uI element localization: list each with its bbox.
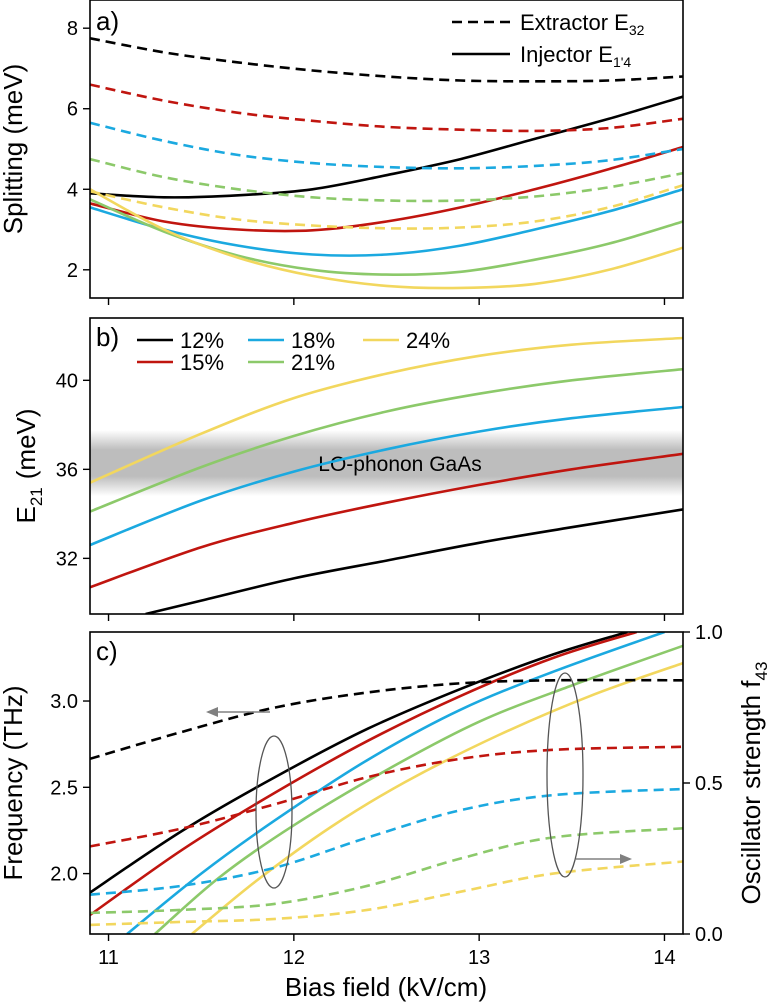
panel-c-y2label-main: Oscillator strength f	[736, 680, 766, 905]
series-b-12	[145, 508, 683, 614]
xtick-label-13: 13	[468, 947, 490, 969]
y2tick-label-0.5: 0.5	[695, 773, 723, 795]
panel-c-y2label: Oscillator strength f43	[736, 662, 771, 905]
panel-b-ylabel-unit: (meV)	[11, 408, 41, 479]
ellipse-frequency-group	[255, 735, 293, 889]
series-a-injector-15	[90, 145, 683, 233]
panel-b-ylabel: E21 (meV)	[11, 408, 46, 523]
panel-b-ylabel-sub: 21	[27, 487, 46, 506]
panel-a: 2 4 6 8 a) Splitting (meV) Extractor E32 In…	[0, 0, 684, 305]
ytick-label-b-36: 36	[56, 459, 78, 481]
panel-b-legend: 12% 15% 18% 21% 24%	[137, 328, 450, 375]
x-axis-title: Bias field (kV/cm)	[285, 972, 487, 1002]
legend-extractor-sub: 32	[629, 22, 645, 38]
ytick-label-c-2: 2.0	[50, 864, 78, 886]
panel-b-frame	[89, 317, 684, 615]
panel-c-ticks: 11 12 13 14 2.0 2.5 3.0 0.0 0.5 1.0	[50, 622, 723, 969]
panel-b-curves	[90, 336, 683, 614]
ytick-label-b-40: 40	[56, 370, 78, 392]
legend-24: 24%	[406, 328, 450, 353]
xtick-label-11: 11	[98, 947, 119, 969]
lo-phonon-band	[90, 430, 683, 496]
y2tick-label-1: 1.0	[695, 622, 723, 644]
series-a-injector-24	[90, 188, 683, 290]
series-c-oscillator-21	[90, 827, 683, 915]
ytick-label-c-3: 3.0	[50, 691, 78, 713]
legend-12: 12%	[180, 328, 224, 353]
panel-c-annotations	[206, 672, 632, 889]
series-c-frequency-24	[191, 661, 683, 934]
legend-18: 18%	[291, 328, 335, 353]
panel-a-legend: Extractor E32 Injector E1'4	[452, 10, 645, 70]
ytick-label-b-32: 32	[56, 548, 78, 570]
series-b-21	[90, 367, 683, 513]
panel-c-curves	[90, 632, 683, 934]
series-b-24	[90, 336, 683, 484]
ytick-label-a-6: 6	[67, 99, 78, 121]
legend-15: 15%	[180, 350, 224, 375]
legend-injector: Injector E1'4	[520, 42, 631, 70]
panel-b-label: b)	[96, 322, 119, 352]
series-a-extractor-12	[90, 37, 683, 83]
series-c-oscillator-15	[90, 745, 683, 848]
ytick-label-a-2: 2	[67, 260, 78, 282]
ytick-label-c-2.5: 2.5	[50, 777, 78, 799]
xtick-label-14: 14	[653, 947, 675, 969]
series-c-frequency-18	[126, 632, 665, 934]
series-b-18	[90, 405, 683, 547]
xtick-label-12: 12	[283, 947, 305, 969]
lo-phonon-label: LO-phonon GaAs	[318, 453, 481, 476]
legend-injector-text: Injector E	[520, 42, 613, 67]
legend-extractor: Extractor E32	[520, 10, 645, 38]
series-a-extractor-15	[90, 83, 683, 133]
panel-a-ticks: 2 4 6 8	[67, 18, 666, 305]
series-c-oscillator-24	[90, 860, 683, 927]
ytick-label-a-4: 4	[67, 179, 78, 201]
series-a-extractor-18	[90, 121, 683, 170]
panel-b-ticks: 32 36 40	[56, 370, 666, 621]
ellipse-oscillator-group	[546, 672, 584, 878]
panel-c-ylabel: Frequency (THz)	[0, 685, 28, 880]
panel-a-curves	[90, 37, 683, 290]
panel-c: 11 12 13 14 2.0 2.5 3.0 0.0 0.5 1.0 c) Frequency …	[0, 622, 771, 1002]
y2tick-label-0: 0.0	[695, 924, 723, 946]
series-c-oscillator-18	[90, 787, 683, 896]
panel-c-y2label-sub: 43	[752, 662, 771, 681]
series-c-frequency-21	[154, 644, 683, 934]
series-c-oscillator-12	[90, 678, 683, 761]
series-a-extractor-24	[90, 183, 683, 230]
legend-21: 21%	[291, 350, 335, 375]
ytick-label-a-8: 8	[67, 18, 78, 40]
panel-a-ylabel: Splitting (meV)	[0, 64, 28, 235]
panel-b-ylabel-main: E	[11, 506, 41, 523]
series-c-frequency-12	[90, 632, 628, 894]
panel-b: LO-phonon GaAs 32 36 40 b) E21 (meV) 12% 15…	[11, 317, 684, 621]
panel-c-label: c)	[96, 636, 118, 666]
series-a-extractor-21	[90, 157, 683, 203]
panel-a-frame	[89, 0, 684, 299]
series-a-injector-12	[90, 95, 683, 199]
series-c-frequency-15	[90, 632, 638, 917]
legend-injector-sub: 1'4	[613, 54, 631, 70]
legend-extractor-text: Extractor E	[520, 10, 629, 35]
series-b-15	[90, 452, 683, 589]
panel-a-label: a)	[96, 6, 119, 36]
series-a-injector-18	[90, 188, 683, 257]
